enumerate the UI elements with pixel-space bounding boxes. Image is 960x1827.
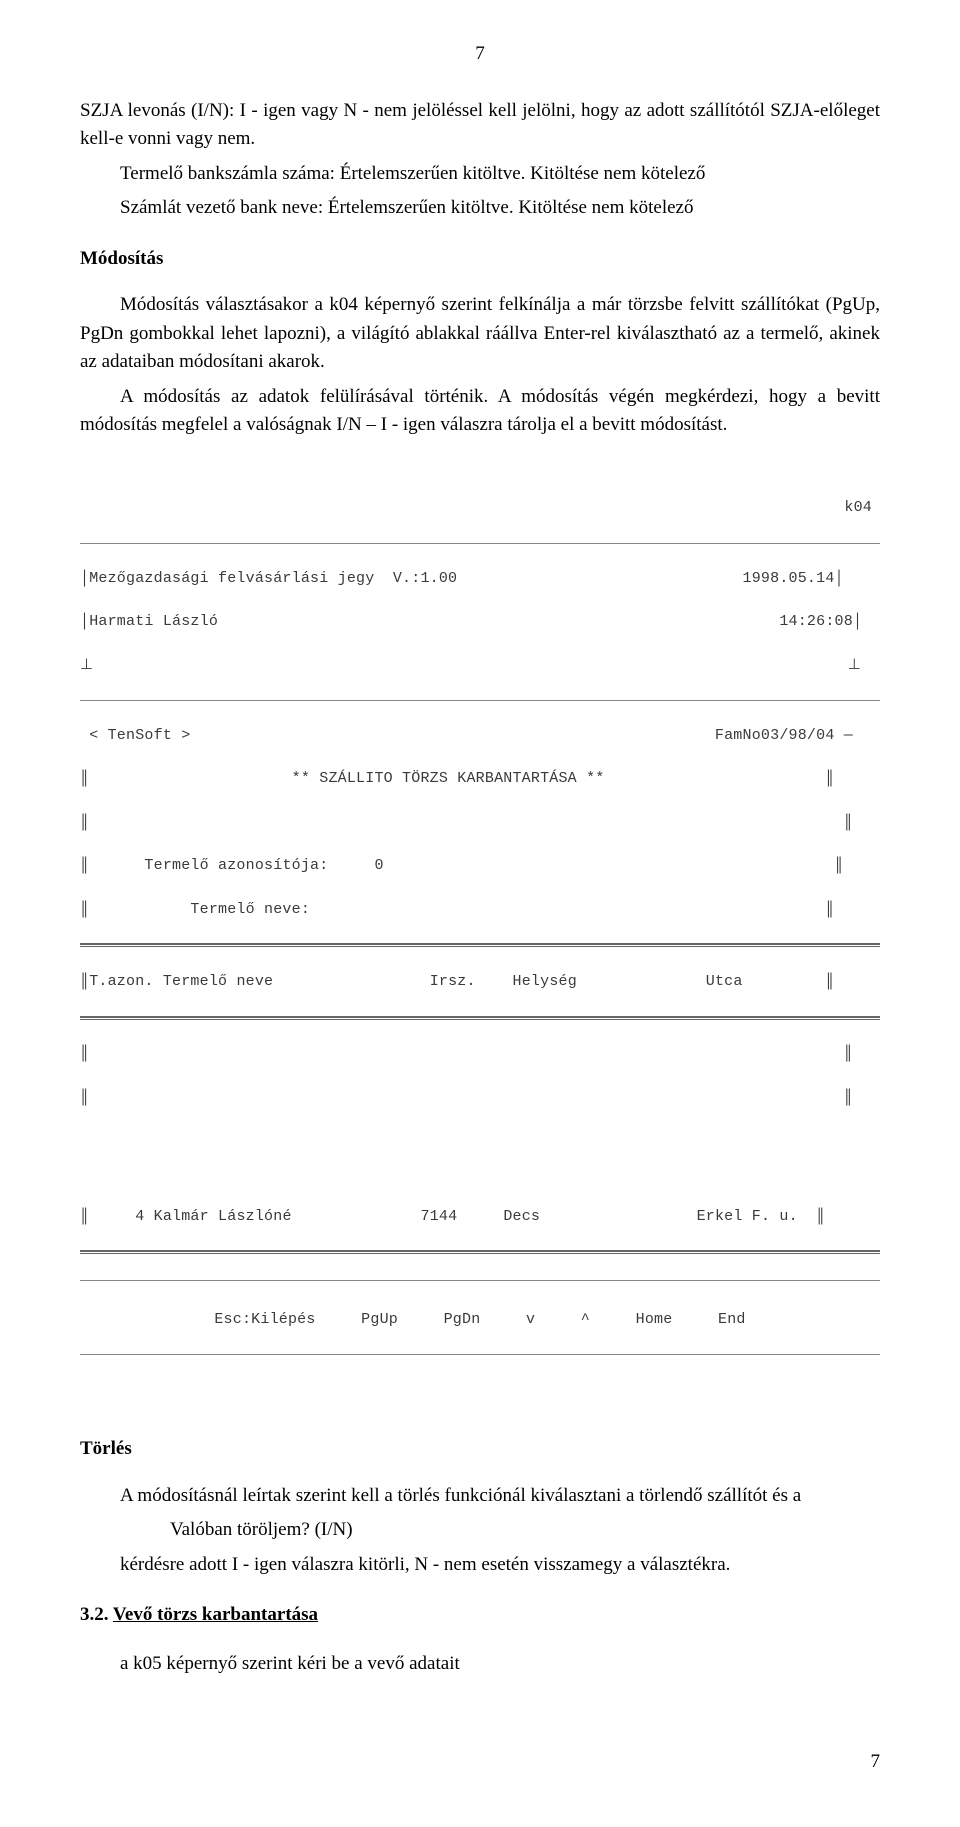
paragraph-szja: SZJA levonás (I/N): I - igen vagy N - ne…	[80, 97, 880, 154]
row-hely: Decs	[503, 1208, 540, 1225]
screen-fld1-val: 0	[374, 857, 383, 874]
page-number-top: 7	[80, 40, 880, 69]
sect32-title: Vevő törzs karbantartása	[113, 1604, 318, 1625]
screen-empty-row-1: ║ ║	[80, 1043, 880, 1065]
screen-field-2: ║ Termelő neve: ║	[80, 899, 880, 921]
screen-data-row: ║ 4 Kalmár Lászlóné 7144 Decs Erkel F. u…	[80, 1206, 880, 1228]
screen-fld1-label: Termelő azonosítója:	[144, 857, 328, 874]
screen-fld2-label: Termelő neve:	[190, 901, 310, 918]
paragraph-k05: a k05 képernyő szerint kéri be a vevő ad…	[80, 1650, 880, 1679]
page-number-footer: 7	[80, 1748, 880, 1777]
col-hely: Helység	[513, 973, 577, 990]
paragraph-bankszamla: Termelő bankszámla száma: Értelemszerűen…	[80, 160, 880, 189]
screen-date: 1998.05.14	[743, 570, 835, 587]
heading-32: 3.2. Vevő törzs karbantartása	[80, 1601, 880, 1630]
row-utca: Erkel F. u.	[697, 1208, 798, 1225]
paragraph-mod-2: A módosítás az adatok felülírásával tört…	[80, 383, 880, 440]
screen-heading: ** SZÁLLITO TÖRZS KARBANTARTÁSA **	[292, 770, 605, 787]
sect32-num: 3.2.	[80, 1604, 113, 1625]
col-azon: T.azon.	[89, 973, 153, 990]
screen-tensoft-row: < TenSoft > FamNo03/98/04 —	[80, 725, 880, 747]
row-irsz: 7144	[420, 1208, 457, 1225]
paragraph-torles-1b: Valóban töröljem? (I/N)	[170, 1516, 880, 1545]
screen-col-headers: ║T.azon. Termelő neve Irsz. Helység Utca…	[80, 971, 880, 993]
paragraph-mod-1: Módosítás választásakor a k04 képernyő s…	[80, 291, 880, 377]
screen-blank-1: ║ ║	[80, 812, 880, 834]
screen-time: 14:26:08	[779, 613, 853, 630]
paragraph-bankneve: Számlát vezető bank neve: Értelemszerűen…	[80, 194, 880, 223]
screen-keys: Esc:Kilépés PgUp PgDn v ^ Home End	[80, 1309, 880, 1331]
paragraph-torles-1a: A módosításnál leírtak szerint kell a tö…	[80, 1482, 880, 1511]
col-utca: Utca	[706, 973, 743, 990]
col-nev: Termelő neve	[163, 973, 273, 990]
row-nev: Kalmár Lászlóné	[154, 1208, 292, 1225]
screen-code: k04	[80, 497, 880, 519]
heading-modositas: Módosítás	[80, 245, 880, 274]
screen-heading-row: ║ ** SZÁLLITO TÖRZS KARBANTARTÁSA ** ║	[80, 768, 880, 790]
paragraph-torles-2: kérdésre adott I - igen válaszra kitörli…	[80, 1551, 880, 1580]
screen-tensoft: < TenSoft >	[89, 727, 190, 744]
screen-user-row: │Harmati László 14:26:08│	[80, 611, 880, 633]
screen-famno: FamNo03/98/04 —	[715, 727, 853, 744]
terminal-screenshot: k04 │Mezőgazdasági felvásárlási jegy V.:…	[80, 476, 880, 1380]
screen-empty-row-2: ║ ║	[80, 1087, 880, 1109]
screen-field-1: ║ Termelő azonosítója: 0 ║	[80, 855, 880, 877]
screen-corners: ⊥ ⊥	[80, 655, 880, 677]
heading-torles: Törlés	[80, 1435, 880, 1464]
col-irsz: Irsz.	[430, 973, 476, 990]
screen-title: Mezőgazdasági felvásárlási jegy V.:1.00	[89, 570, 457, 587]
screen-user: Harmati László	[89, 613, 218, 630]
row-id: 4	[135, 1208, 144, 1225]
screen-title-row: │Mezőgazdasági felvásárlási jegy V.:1.00…	[80, 568, 880, 590]
